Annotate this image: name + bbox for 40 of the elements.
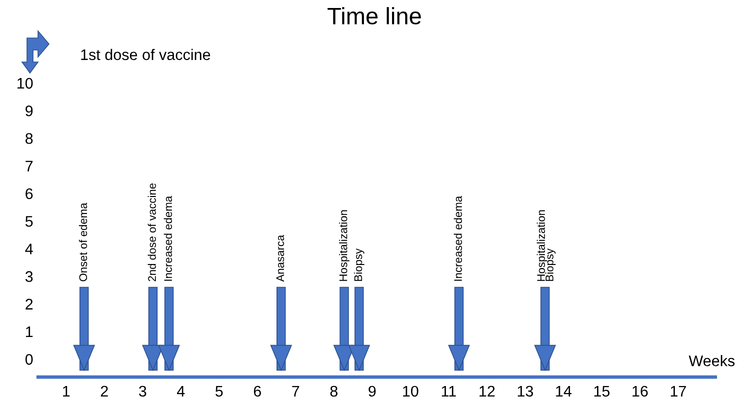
x-tick-label: 14 xyxy=(556,386,572,396)
x-tick-label: 4 xyxy=(176,386,185,396)
annotation: Biopsy xyxy=(354,248,364,281)
y-tick-label: 8 xyxy=(26,133,33,144)
x-tick-label: 9 xyxy=(368,386,376,397)
annotation: Biopsy xyxy=(545,248,556,281)
x-tick-label: 7 xyxy=(292,386,300,396)
y-tick-label: 1 xyxy=(26,326,33,338)
x-tick-label: 16 xyxy=(632,386,648,397)
annotation: Onset of edema xyxy=(78,202,88,282)
annotation: Anasarca xyxy=(276,234,284,282)
x-tick-label: 15 xyxy=(594,386,610,397)
x-tick-label: 3 xyxy=(138,386,146,397)
x-tick-label: 13 xyxy=(518,386,533,397)
x-tick-label: 5 xyxy=(216,386,223,397)
x-tick-label: 2 xyxy=(100,386,108,396)
y-tick-label: 7 xyxy=(26,160,33,172)
x-tick-label: 8 xyxy=(330,386,338,397)
y-tick-label: 9 xyxy=(26,105,33,116)
annotation: Hospitalization xyxy=(536,210,548,281)
y-tick-label: 5 xyxy=(25,216,33,227)
y-tick-label: 3 xyxy=(25,271,33,282)
x-axis-title: Weeks xyxy=(688,355,735,366)
y-tick-label: 10 xyxy=(18,78,33,89)
annotation: 2nd dose of vaccine xyxy=(148,183,156,282)
y-tick-label: 6 xyxy=(26,188,33,200)
x-tick-label: 17 xyxy=(670,386,686,396)
x-tick-label: 6 xyxy=(254,386,261,397)
y-tick-label: 2 xyxy=(26,298,33,310)
text: 1st dose of vaccine xyxy=(81,48,210,60)
x-tick-label: 10 xyxy=(403,386,418,397)
annotation: Increased edema xyxy=(164,196,172,281)
chart-title: Time line xyxy=(328,7,421,24)
x-tick-label: 1 xyxy=(63,386,70,396)
x-tick-label: 11 xyxy=(442,386,456,396)
annotation: Hospitalization xyxy=(339,210,350,281)
annotation: Increased edema xyxy=(454,196,462,281)
y-tick-label: 4 xyxy=(25,244,33,254)
x-tick-label: 12 xyxy=(480,386,495,396)
y-tick-label: 0 xyxy=(25,354,33,365)
